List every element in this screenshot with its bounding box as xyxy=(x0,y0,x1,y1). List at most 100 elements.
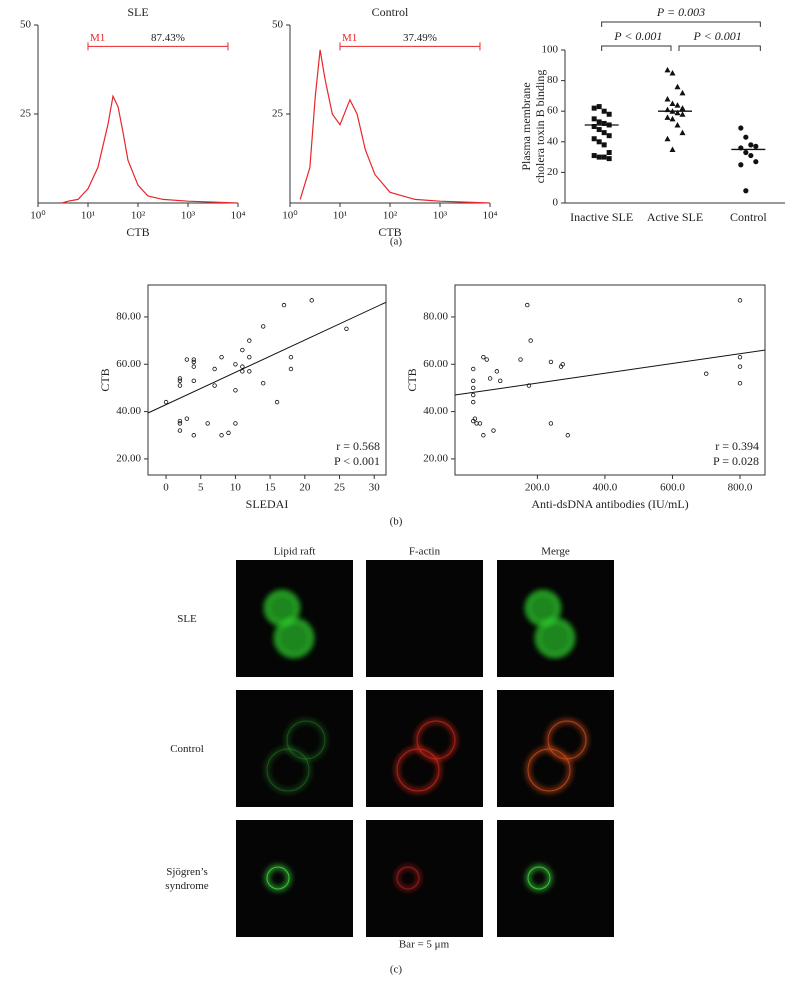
x-tick-label: 10⁴ xyxy=(231,210,246,222)
gate-label: M1 xyxy=(90,32,105,44)
data-point xyxy=(471,385,476,391)
data-point xyxy=(674,109,681,116)
histogram-line xyxy=(299,49,491,204)
y-tick-label: 40 xyxy=(547,135,559,147)
data-point xyxy=(309,298,314,303)
cell-stain xyxy=(396,866,420,890)
cell-stain xyxy=(264,590,300,626)
data-point xyxy=(601,120,607,126)
column-header: Merge xyxy=(541,546,570,558)
data-point xyxy=(591,153,597,159)
x-tick-label: 20 xyxy=(299,482,311,494)
micrograph xyxy=(366,820,483,937)
data-point xyxy=(669,115,676,122)
data-point xyxy=(738,162,744,168)
comparison-bracket xyxy=(678,45,761,51)
data-point xyxy=(743,134,749,140)
data-point xyxy=(247,338,252,343)
x-tick-label: 800.0 xyxy=(728,482,753,494)
data-point xyxy=(184,357,190,362)
data-point xyxy=(191,378,196,384)
data-point xyxy=(674,102,681,108)
data-point xyxy=(518,357,523,362)
data-point xyxy=(494,369,500,374)
y-tick-label: 100 xyxy=(542,44,559,56)
chart-title: SLE xyxy=(127,5,148,19)
data-point xyxy=(471,392,476,398)
data-point xyxy=(565,433,570,438)
data-point xyxy=(498,378,503,384)
data-point xyxy=(606,111,612,117)
x-tick-label: 10 xyxy=(230,482,242,494)
data-point xyxy=(743,188,749,194)
gate-percent: 87.43% xyxy=(151,32,185,44)
y-tick-label: 60.00 xyxy=(116,358,141,370)
data-point xyxy=(240,364,245,369)
data-point xyxy=(247,369,252,374)
data-point xyxy=(679,129,686,136)
cell-stain xyxy=(535,618,575,658)
data-point xyxy=(738,125,744,131)
data-point xyxy=(679,105,686,111)
y-tick-label: 40.00 xyxy=(423,405,448,417)
data-point xyxy=(233,362,238,367)
x-tick-label: 30 xyxy=(369,482,381,494)
x-tick-label: 15 xyxy=(265,482,277,494)
comparison-bracket xyxy=(601,45,672,51)
data-point xyxy=(260,380,266,386)
y-axis-label: CTB xyxy=(405,368,419,391)
data-point xyxy=(274,399,280,405)
data-point xyxy=(704,371,709,376)
panel-label: (a) xyxy=(390,236,403,248)
data-point xyxy=(591,136,597,142)
data-point xyxy=(205,421,210,426)
trend-line xyxy=(147,301,387,414)
y-tick-label: 50 xyxy=(272,19,284,31)
cell-stain xyxy=(537,620,573,656)
x-tick-label: 0 xyxy=(163,482,169,494)
cell-stain xyxy=(274,618,314,658)
data-point xyxy=(526,383,532,388)
data-point xyxy=(472,416,478,421)
micrograph xyxy=(366,560,483,677)
y-tick-label: 80 xyxy=(547,74,559,86)
data-point xyxy=(601,142,607,148)
data-point xyxy=(596,127,602,133)
x-tick-label: 10² xyxy=(131,210,146,222)
data-point xyxy=(219,433,224,438)
data-point xyxy=(281,302,287,308)
data-point xyxy=(669,69,676,76)
x-axis-label: Anti-dsDNA antibodies (IU/mL) xyxy=(531,497,688,511)
x-tick-label: 200.0 xyxy=(525,482,550,494)
cell-stain xyxy=(525,590,561,626)
column-header: F-actin xyxy=(409,546,441,558)
gate-percent: 37.49% xyxy=(403,32,437,44)
cell-stain xyxy=(266,748,310,792)
micrograph xyxy=(236,820,353,937)
x-tick-label: 10³ xyxy=(433,210,448,222)
data-point xyxy=(596,104,602,110)
column-header: Lipid raft xyxy=(274,546,316,558)
y-tick-label: 25 xyxy=(272,108,284,120)
data-point xyxy=(753,143,759,149)
data-point xyxy=(743,149,749,156)
data-point xyxy=(212,366,217,372)
x-tick-label: 10¹ xyxy=(81,210,95,222)
data-point xyxy=(664,114,671,120)
data-point xyxy=(491,428,496,433)
y-tick-label: 40.00 xyxy=(116,405,141,417)
x-axis-label: CTB xyxy=(378,225,401,239)
data-point xyxy=(477,421,483,426)
x-tick-label: 10⁴ xyxy=(483,210,498,222)
x-axis-label: CTB xyxy=(126,225,149,239)
y-tick-label: 60 xyxy=(547,105,559,117)
data-point xyxy=(606,156,612,162)
data-point xyxy=(528,338,533,343)
data-point xyxy=(664,95,671,102)
data-point xyxy=(247,354,252,360)
x-tick-label: 10⁰ xyxy=(282,210,298,222)
data-point xyxy=(560,362,565,367)
data-point xyxy=(596,139,602,145)
x-tick-label: 25 xyxy=(334,482,346,494)
